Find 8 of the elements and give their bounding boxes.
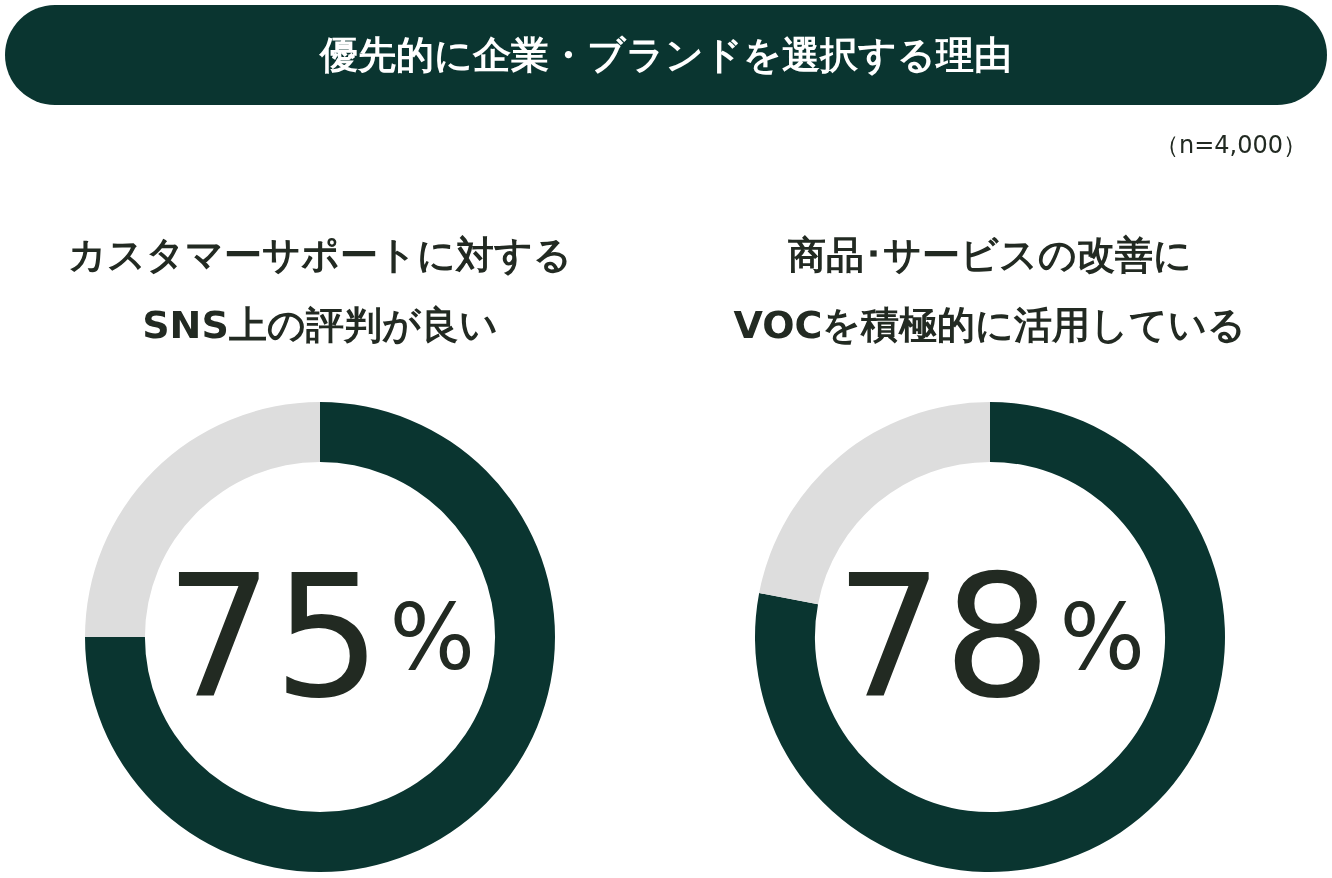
text: 78% xyxy=(835,538,1145,736)
text: （n=4,000） xyxy=(1154,131,1307,159)
donut-slice xyxy=(755,402,1225,872)
donut-slice xyxy=(85,402,555,872)
chart-title: 商品･サービスの改善に VOCを積極的に活用している xyxy=(733,233,1247,347)
text: 優先的に企業・ブランドを選択する理由 xyxy=(318,33,1012,77)
text: 75% xyxy=(165,538,475,736)
chart-title: カスタマーサポートに対する SNS上の評判が良い xyxy=(68,233,572,347)
